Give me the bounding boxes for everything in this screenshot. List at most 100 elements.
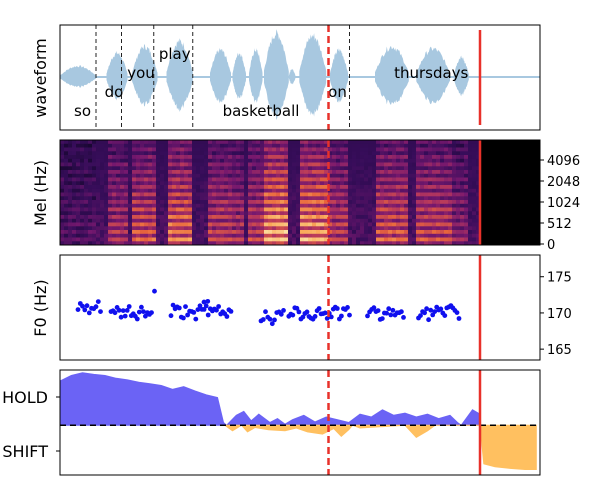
mel-cell <box>84 230 89 235</box>
mel-cell <box>296 200 301 205</box>
mel-cell <box>328 170 333 175</box>
mel-cell <box>288 192 293 197</box>
f0-point <box>454 310 460 315</box>
mel-cell <box>188 226 193 231</box>
mel-cell <box>280 188 285 194</box>
mel-cell <box>348 181 353 186</box>
mel-cell <box>460 162 465 167</box>
mel-cell <box>232 222 237 227</box>
mel-cell <box>148 173 153 179</box>
mel-cell <box>208 241 213 245</box>
mel-cell <box>456 140 461 145</box>
mel-cell <box>464 147 469 152</box>
mel-cell <box>132 203 137 209</box>
mel-cell <box>292 185 297 190</box>
mel-cell <box>452 185 457 190</box>
mel-cell <box>428 200 433 205</box>
mel-cell <box>468 162 473 167</box>
mel-cell <box>80 222 85 227</box>
mel-cell <box>268 170 273 175</box>
mel-cell <box>104 207 109 212</box>
mel-cell <box>288 196 293 201</box>
mel-cell <box>192 188 197 194</box>
mel-cell <box>104 185 109 190</box>
mel-cell <box>316 188 321 194</box>
mel-cell <box>236 222 241 227</box>
mel-cell <box>368 200 373 205</box>
mel-cell <box>112 158 117 164</box>
mel-cell <box>116 226 121 231</box>
mel-cell <box>284 158 289 164</box>
mel-cell <box>296 151 301 156</box>
mel-cell <box>392 147 397 152</box>
mel-cell <box>396 233 401 239</box>
mel-cell <box>276 166 281 171</box>
mel-cell <box>128 230 133 235</box>
mel-cell <box>364 237 369 242</box>
mel-cell <box>436 192 441 197</box>
mel-cell <box>124 140 129 145</box>
mel-cell <box>448 215 453 220</box>
mel-cell <box>164 151 169 156</box>
mel-cell <box>360 211 365 216</box>
mel-cell <box>244 215 249 220</box>
mel-cell <box>348 185 353 190</box>
mel-cell <box>116 233 121 239</box>
mel-cell <box>168 155 173 160</box>
mel-cell <box>124 158 129 164</box>
mel-cell <box>148 140 153 145</box>
mel-cell <box>332 230 337 235</box>
mel-cell <box>224 147 229 152</box>
mel-cell <box>460 185 465 190</box>
mel-cell <box>364 158 369 164</box>
mel-cell <box>236 170 241 175</box>
mel-cell <box>204 218 209 224</box>
mel-cell <box>412 226 417 231</box>
mel-cell <box>376 166 381 171</box>
mel-cell <box>404 203 409 209</box>
mel-cell <box>200 218 205 224</box>
mel-cell <box>368 211 373 216</box>
mel-cell <box>296 177 301 182</box>
mel-cell <box>408 170 413 175</box>
mel-cell <box>120 143 125 149</box>
mel-cell <box>436 155 441 160</box>
mel-cell <box>152 188 157 194</box>
mel-cell <box>168 173 173 179</box>
mel-cell <box>440 215 445 220</box>
mel-cell <box>208 177 213 182</box>
mel-cell <box>344 151 349 156</box>
mel-cell <box>152 177 157 182</box>
mel-cell <box>356 218 361 224</box>
mel-cell <box>180 177 185 182</box>
mel-cell <box>276 155 281 160</box>
mel-cell <box>460 166 465 171</box>
mel-cell <box>248 222 253 227</box>
mel-cell <box>96 237 101 242</box>
mel-cell <box>392 233 397 239</box>
mel-cell <box>108 226 113 231</box>
mel-cell <box>236 147 241 152</box>
f0-point <box>339 313 344 319</box>
mel-cell <box>252 211 257 216</box>
mel-cell <box>332 237 337 242</box>
mel-cell <box>256 166 261 171</box>
mel-cell <box>156 218 161 224</box>
mel-cell <box>296 207 301 212</box>
mel-cell <box>388 233 393 239</box>
mel-cell <box>364 151 369 156</box>
mel-cell <box>64 222 69 227</box>
mel-cell <box>168 230 173 235</box>
mel-cell <box>280 185 285 190</box>
mel-cell <box>388 155 393 160</box>
waveform-segment <box>453 55 469 97</box>
mel-cell <box>252 185 257 190</box>
mel-cell <box>408 215 413 220</box>
mel-cell <box>372 188 377 194</box>
mel-cell <box>468 181 473 186</box>
mel-cell <box>468 196 473 201</box>
mel-cell <box>312 166 317 171</box>
mel-cell <box>244 162 249 167</box>
mel-cell <box>448 241 453 245</box>
mel-cell <box>392 185 397 190</box>
